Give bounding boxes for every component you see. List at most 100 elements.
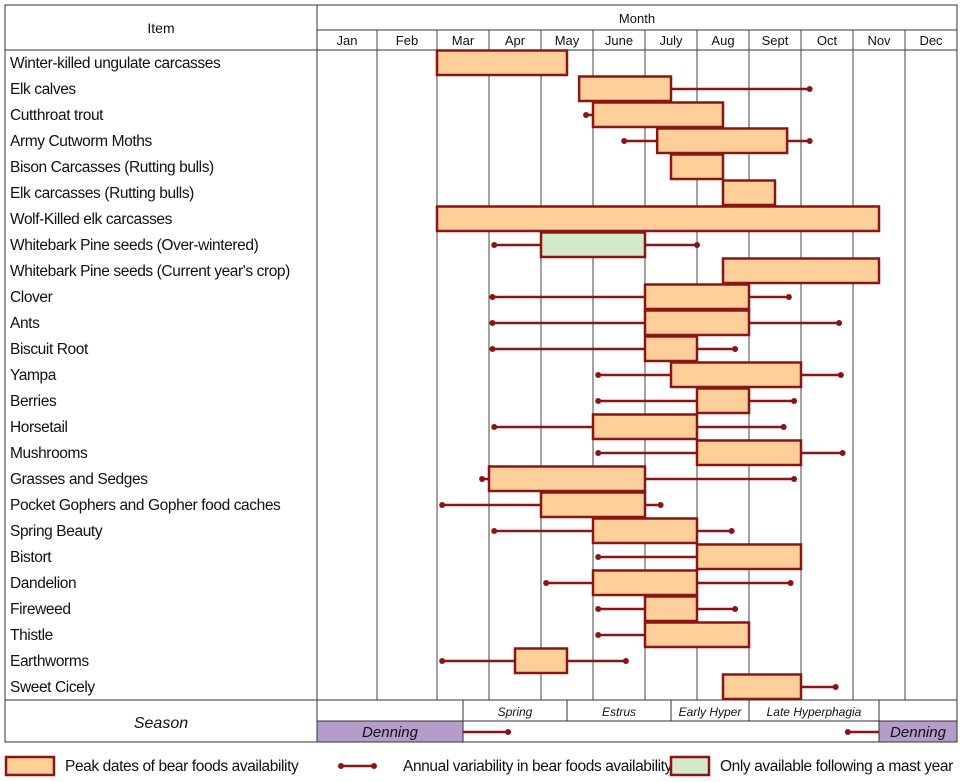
rows: Winter-killed ungulate carcasses Elk calv… (10, 49, 881, 701)
item-label: Pocket Gophers and Gopher food caches (10, 497, 281, 514)
month-label: Jan (337, 33, 358, 48)
variability-dot (791, 398, 798, 404)
variability-dot (832, 684, 839, 690)
variability-dot (787, 580, 794, 586)
variability-dot (595, 632, 602, 638)
month-labels: Jan Feb Mar Apr May June July Aug Sept Oct Nov Dec (337, 33, 944, 48)
item-label: Sweet Cicely (10, 679, 95, 696)
item-label: Wolf-Killed elk carcasses (10, 211, 173, 228)
item-label: Whitebark Pine seeds (Over-wintered) (10, 237, 259, 254)
item-label: Spring Beauty (10, 523, 103, 540)
row: Yampa (10, 361, 844, 389)
month-label: May (555, 33, 580, 48)
month-header: Month (619, 11, 655, 26)
peak-bar (591, 569, 699, 597)
denning-label: Denning (362, 724, 419, 741)
peak-bar (655, 127, 789, 155)
item-label: Grasses and Sedges (10, 471, 148, 488)
month-label: Feb (396, 33, 418, 48)
peak-bar (591, 101, 725, 129)
variability-dot (595, 606, 602, 612)
table-frame (4, 4, 958, 743)
peak-bar (669, 361, 803, 389)
peak-bar (487, 465, 647, 493)
peak-bar (669, 153, 725, 181)
variability-dot (694, 242, 700, 248)
variability-dot (621, 138, 628, 144)
row: Cutthroat trout (10, 101, 725, 129)
peak-bar (695, 387, 751, 415)
month-label: Dec (919, 33, 943, 48)
row: Thistle (10, 621, 751, 649)
item-label: Fireweed (10, 601, 71, 618)
item-label: Whitebark Pine seeds (Current year's cro… (10, 263, 290, 280)
variability-dot (785, 294, 792, 300)
peak-bar (513, 647, 569, 675)
item-label: Thistle (10, 627, 53, 644)
variability-dot (371, 763, 377, 769)
item-label: Bison Carcasses (Rutting bulls) (10, 159, 214, 176)
peak-bar (591, 517, 699, 545)
month-label: Nov (867, 33, 891, 48)
item-label: Berries (10, 393, 57, 410)
legend-peak-swatch (4, 755, 56, 777)
item-label: Horsetail (10, 419, 68, 436)
row: Spring Beauty (10, 517, 735, 545)
variability-dot (491, 242, 498, 248)
row: Sweet Cicely (10, 673, 839, 701)
row: Fireweed (10, 595, 739, 623)
item-label: Cutthroat trout (10, 107, 104, 124)
variability-dot (732, 606, 739, 612)
row: Pocket Gophers and Gopher food caches (10, 491, 664, 519)
item-label: Clover (10, 289, 53, 306)
variability-dot (505, 729, 512, 735)
row: Mushrooms (10, 439, 846, 467)
variability-dot (491, 528, 498, 534)
legend-mast-label: Only available following a mast year (720, 758, 953, 775)
month-label: Sept (762, 33, 789, 48)
variability-dot (622, 658, 629, 664)
grid (4, 4, 958, 743)
item-header: Item (147, 20, 174, 36)
row: Earthworms (10, 647, 629, 675)
variability-dot (439, 658, 446, 664)
peak-bar (643, 335, 699, 363)
row: Bistort (10, 543, 803, 571)
month-label: Aug (711, 33, 734, 48)
legend-peak-label: Peak dates of bear foods availability (65, 758, 299, 775)
row: Grasses and Sedges (10, 465, 798, 493)
item-label: Elk carcasses (Rutting bulls) (10, 185, 194, 202)
row: Wolf-Killed elk carcasses (10, 205, 881, 233)
peak-bar (721, 257, 881, 285)
peak-bar (577, 75, 673, 103)
variability-dot (439, 502, 446, 508)
season-period: Early Hyper (679, 705, 743, 719)
variability-dot (479, 476, 486, 482)
month-label: Mar (452, 33, 475, 48)
item-label: Bistort (10, 549, 52, 566)
row: Bison Carcasses (Rutting bulls) (10, 153, 725, 181)
variability-dot (732, 346, 739, 352)
peak-bar (721, 673, 803, 701)
peak-bar (721, 179, 777, 207)
variability-dot (491, 424, 498, 430)
variability-dot (791, 476, 798, 482)
item-label: Dandelion (10, 575, 76, 592)
variability-dot (839, 450, 846, 456)
variability-dot (543, 580, 550, 586)
season-period: Late Hyperphagia (767, 705, 862, 719)
item-label: Yampa (10, 367, 57, 384)
month-label: Oct (817, 33, 838, 48)
variability-dot (595, 398, 602, 404)
peak-bar (643, 309, 751, 337)
month-label: June (605, 33, 633, 48)
peak-bar (695, 439, 803, 467)
row: Army Cutworm Moths (10, 127, 813, 155)
season-label: Season (134, 715, 188, 732)
legend-variability-label: Annual variability in bear foods availab… (403, 758, 673, 775)
row: Clover (10, 283, 792, 311)
item-label: Winter-killed ungulate carcasses (10, 55, 221, 72)
variability-dot (806, 138, 813, 144)
season-area: Season Spring Estrus Early Hyper Late Hyperp… (134, 700, 958, 743)
